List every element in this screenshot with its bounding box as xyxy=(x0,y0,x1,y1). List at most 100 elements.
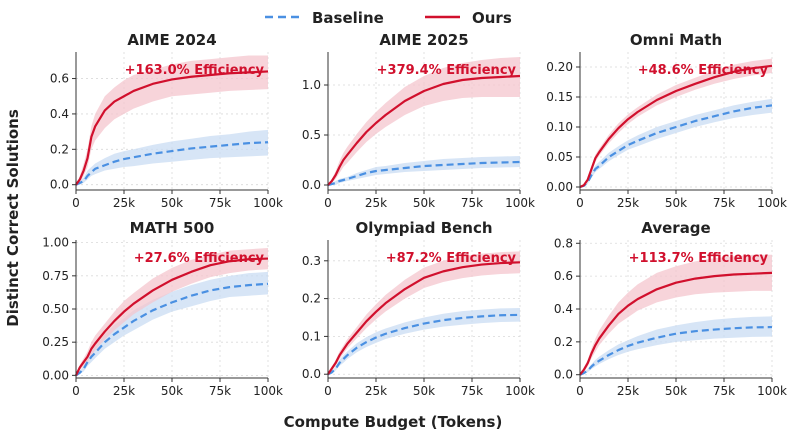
panels: AIME 2024 0 25k 50k 75k 100k 0.0 0.2 0.4 0.6 +163.… xyxy=(42,31,787,398)
ours-confidence-band xyxy=(76,247,268,376)
y-tick-label: 0.4 xyxy=(554,302,573,316)
x-tick-label: 50k xyxy=(665,384,687,398)
panel-title: MATH 500 xyxy=(130,219,215,237)
baseline-series-line xyxy=(327,160,521,187)
y-tick-label: 0.0 xyxy=(50,178,69,192)
panel-3: MATH 500 0 25k 50k 75k 100k 0.00 0.25 0.50 0.75 1.… xyxy=(42,219,283,398)
panel-1: AIME 2025 0 25k 50k 75k 100k 0.0 0.5 1.0 +379.4% … xyxy=(302,31,535,210)
ours-series-line xyxy=(75,257,269,376)
x-tick-label: 0 xyxy=(576,196,584,210)
ours-series-line xyxy=(75,70,269,186)
panel-title: Omni Math xyxy=(630,31,722,49)
y-tick-label: 0.75 xyxy=(42,269,69,283)
x-tick-label: 0 xyxy=(324,196,332,210)
ours-series-line xyxy=(579,271,773,376)
efficiency-label: +87.2% Efficiency xyxy=(386,251,517,266)
baseline-series-line xyxy=(75,141,269,186)
baseline-confidence-band xyxy=(76,271,268,376)
ours-confidence-band xyxy=(76,55,268,185)
panel-title: AIME 2025 xyxy=(379,31,468,49)
x-tick-label: 50k xyxy=(413,384,435,398)
baseline-series-line xyxy=(579,104,773,189)
panel-0: AIME 2024 0 25k 50k 75k 100k 0.0 0.2 0.4 0.6 +163.… xyxy=(50,31,283,210)
y-tick-label: 0.0 xyxy=(302,367,321,381)
x-tick-label: 50k xyxy=(161,384,183,398)
baseline-series-line xyxy=(579,325,773,376)
x-tick-label: 25k xyxy=(113,384,135,398)
baseline-confidence-band xyxy=(580,316,772,375)
x-tick-label: 100k xyxy=(505,384,535,398)
ours-confidence-band xyxy=(580,254,772,375)
ours-series-line xyxy=(579,64,773,188)
x-tick-label: 25k xyxy=(617,384,639,398)
y-tick-label: 0.05 xyxy=(546,150,573,164)
y-tick-label: 0.2 xyxy=(302,292,321,306)
y-tick-label: 0.5 xyxy=(302,128,321,142)
baseline-confidence-band xyxy=(580,98,772,187)
efficiency-label: +379.4% Efficiency xyxy=(377,63,517,78)
y-tick-label: 0.25 xyxy=(42,335,69,349)
efficiency-label: +27.6% Efficiency xyxy=(134,251,265,266)
panel-2: Omni Math 0 25k 50k 75k 100k 0.00 0.05 0.10 0.15 0… xyxy=(546,31,787,210)
panel-5: Average 0 25k 50k 75k 100k 0.0 0.2 0.4 0.6 0.8 +113… xyxy=(554,219,787,398)
panel-title: Olympiad Bench xyxy=(355,219,492,237)
panel-title: AIME 2024 xyxy=(127,31,216,49)
x-tick-label: 75k xyxy=(461,384,483,398)
x-tick-label: 100k xyxy=(253,196,283,210)
ours-confidence-band xyxy=(328,57,520,185)
x-tick-label: 75k xyxy=(209,196,231,210)
y-tick-label: 0.50 xyxy=(42,302,69,316)
y-tick-label: 0.6 xyxy=(50,72,69,86)
y-tick-label: 0.15 xyxy=(546,90,573,104)
ours-series-line xyxy=(327,261,521,375)
legend-baseline-label: Baseline xyxy=(312,9,384,27)
x-tick-label: 100k xyxy=(757,384,787,398)
x-axis-title: Compute Budget (Tokens) xyxy=(284,413,503,431)
x-tick-label: 100k xyxy=(505,196,535,210)
y-tick-label: 0.8 xyxy=(554,236,573,250)
x-tick-label: 75k xyxy=(713,196,735,210)
baseline-series-line xyxy=(75,282,269,377)
y-tick-label: 0.4 xyxy=(50,107,69,121)
x-tick-label: 75k xyxy=(209,384,231,398)
efficiency-label: +48.6% Efficiency xyxy=(638,63,769,78)
panel-4: Olympiad Bench 0 25k 50k 75k 100k 0.0 0.1 0.2 0.3… xyxy=(302,219,535,398)
y-tick-label: 1.0 xyxy=(302,78,321,92)
y-tick-label: 0.00 xyxy=(546,180,573,194)
x-tick-label: 100k xyxy=(253,384,283,398)
y-tick-label: 1.00 xyxy=(42,236,69,250)
y-tick-label: 0.0 xyxy=(302,178,321,192)
y-tick-label: 0.6 xyxy=(554,269,573,283)
y-tick-label: 0.2 xyxy=(50,142,69,156)
x-tick-label: 50k xyxy=(413,196,435,210)
legend-ours-label: Ours xyxy=(472,9,512,27)
x-tick-label: 0 xyxy=(72,196,80,210)
x-tick-label: 25k xyxy=(365,384,387,398)
y-tick-label: 0.00 xyxy=(42,368,69,382)
panel-title: Average xyxy=(641,219,710,237)
ours-series-line xyxy=(327,74,521,186)
x-tick-label: 75k xyxy=(461,196,483,210)
y-axis-title: Distinct Correct Solutions xyxy=(4,109,22,327)
x-tick-label: 75k xyxy=(713,384,735,398)
x-tick-label: 25k xyxy=(365,196,387,210)
x-tick-label: 100k xyxy=(757,196,787,210)
baseline-confidence-band xyxy=(328,156,520,185)
y-tick-label: 0.0 xyxy=(554,368,573,382)
y-tick-label: 0.10 xyxy=(546,120,573,134)
legend: Baseline Ours xyxy=(265,9,512,27)
baseline-series-line xyxy=(327,313,521,376)
ours-confidence-band xyxy=(580,58,772,187)
y-tick-label: 0.3 xyxy=(302,254,321,268)
y-tick-label: 0.1 xyxy=(302,329,321,343)
x-tick-label: 25k xyxy=(617,196,639,210)
y-tick-label: 0.2 xyxy=(554,335,573,349)
efficiency-label: +163.0% Efficiency xyxy=(125,63,265,78)
x-tick-label: 0 xyxy=(324,384,332,398)
x-tick-label: 50k xyxy=(665,196,687,210)
x-tick-label: 25k xyxy=(113,196,135,210)
baseline-confidence-band xyxy=(76,129,268,185)
x-tick-label: 50k xyxy=(161,196,183,210)
x-tick-label: 0 xyxy=(72,384,80,398)
